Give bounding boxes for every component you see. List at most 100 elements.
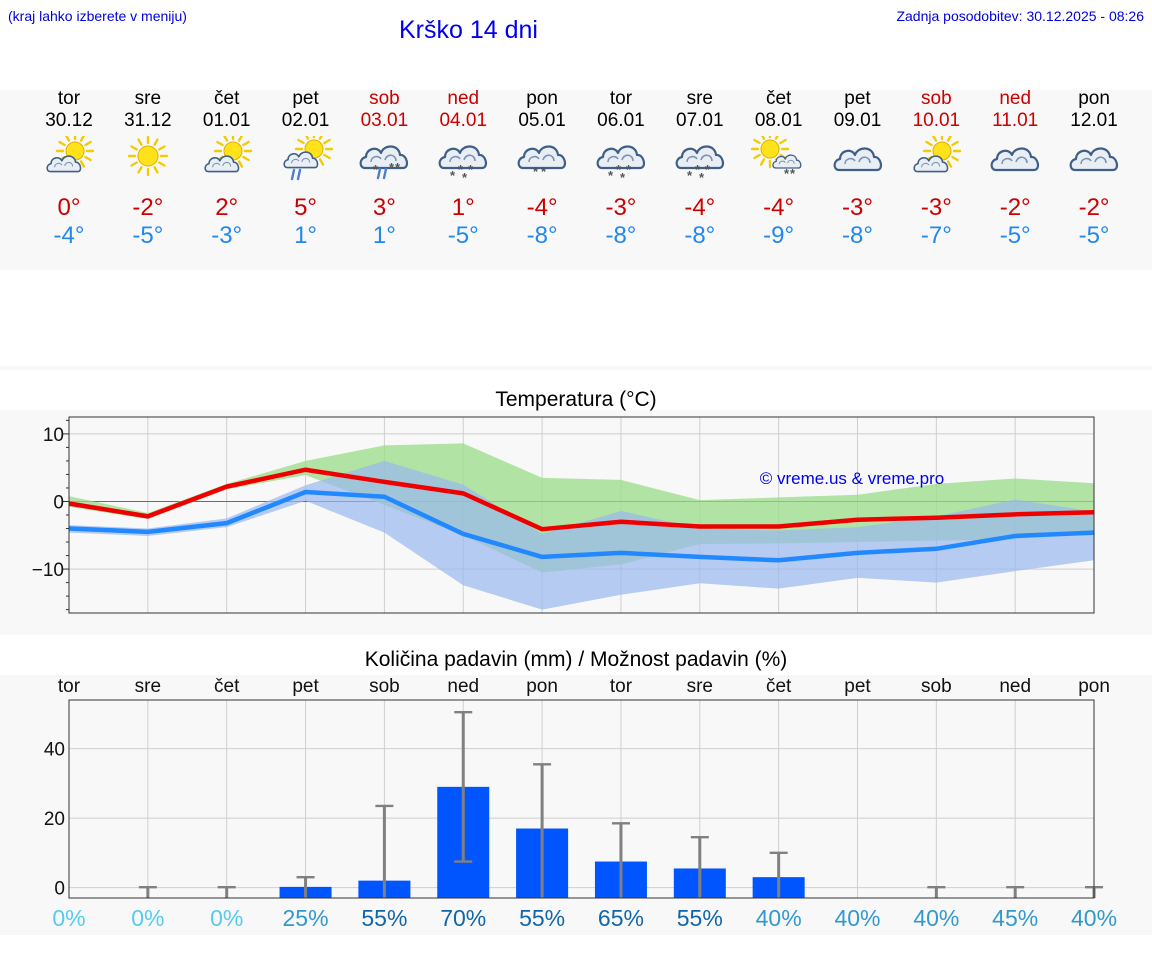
max-temperature: -3° [920, 194, 952, 221]
precip-day-label: pet [844, 676, 871, 697]
day-date: 01.01 [202, 110, 251, 131]
day-name: sob [369, 88, 400, 109]
temp-ytick-label: 0 [53, 492, 64, 513]
temp-frame [68, 416, 1095, 614]
precip-probability: 45% [992, 905, 1038, 931]
precip-probability: 55% [519, 905, 565, 931]
day-date: 07.01 [676, 110, 724, 131]
day-date: 31.12 [124, 110, 172, 131]
precip-ytick-label: 0 [54, 879, 65, 900]
day-name: ned [447, 88, 480, 109]
day-date: 09.01 [833, 110, 882, 131]
min-temperature: -5° [1078, 222, 1110, 249]
cloud-icon [990, 147, 1040, 172]
day-column: ned 11.01 -2° -5° [975, 88, 1055, 250]
max-temperature: -4° [763, 194, 795, 221]
day-date: 11.01 [992, 110, 1039, 131]
day-column: čet 08.01 * * -4° -9° [739, 88, 819, 250]
precip-probability: 40% [913, 905, 959, 931]
svg-text:*: * [687, 168, 693, 183]
day-date: 08.01 [754, 110, 803, 131]
day-column: sre 31.12 -2° -5° [108, 88, 188, 250]
precip-probability: 40% [1071, 905, 1117, 931]
day-name: sob [921, 88, 952, 109]
min-temp-line [68, 489, 1095, 563]
max-temperature: -2° [1078, 194, 1110, 221]
precip-probability: 55% [361, 905, 407, 931]
sun-cloud-rain-icon [282, 136, 333, 181]
precip-probability: 0% [210, 905, 243, 931]
max-temperature: 2° [215, 194, 239, 221]
precip-ytick-label: 40 [44, 740, 65, 761]
precip-probability: 40% [834, 905, 880, 931]
temp-ytick-label: 10 [43, 425, 64, 446]
min-temperature: -4° [53, 222, 85, 249]
day-column: čet 01.01 2° -3° [187, 88, 267, 250]
precip-probability: 0% [131, 905, 164, 931]
day-name: pon [1078, 88, 1110, 109]
partly-sunny-icon [46, 136, 95, 173]
spacer-band [0, 366, 1152, 370]
sun-cloud-snow-icon: * * [750, 136, 802, 181]
min-temperature: -8° [684, 222, 716, 249]
min-temperature: -5° [447, 222, 479, 249]
max-temperature: -3° [842, 194, 873, 221]
temp-watermark: © vreme.us & vreme.pro [760, 469, 944, 488]
day-name: sre [686, 88, 713, 109]
svg-text:*: * [620, 170, 626, 184]
min-temperature: -5° [132, 222, 164, 249]
max-temperature: -2° [132, 194, 164, 221]
partly-sunny-icon [913, 136, 962, 173]
day-column: sob 03.01 * * * 3° 1° [344, 88, 424, 250]
svg-text:*: * [373, 162, 379, 177]
precip-frame [68, 699, 1095, 899]
last-update-text: Zadnja posodobitev: 30.12.2025 - 08:26 [896, 8, 1144, 24]
min-temperature: 1° [372, 222, 396, 249]
svg-text:*: * [784, 166, 790, 181]
day-name: tor [57, 88, 81, 109]
svg-text:*: * [395, 160, 401, 175]
day-name: čet [765, 88, 792, 109]
day-name: pet [292, 88, 319, 109]
precip-probability: 40% [756, 905, 802, 931]
day-column: pet 09.01 -3° -8° [818, 88, 898, 250]
min-temperature: 1° [294, 222, 318, 249]
day-date: 10.01 [912, 110, 961, 131]
cloud-icon [833, 147, 882, 172]
svg-text:*: * [458, 162, 464, 177]
cloud-snow-icon: * *** [675, 145, 724, 184]
svg-text:*: * [616, 162, 622, 177]
precip-ytick-label: 20 [44, 809, 65, 830]
max-temperature: -2° [999, 194, 1031, 221]
location-menu-hint[interactable]: (kraj lahko izberete v meniju) [8, 8, 187, 24]
svg-text:*: * [695, 162, 701, 177]
temperature-chart-title: Temperatura (°C) [495, 388, 657, 411]
day-column: pon 12.01 -2° -5° [1054, 88, 1134, 250]
day-date: 02.01 [281, 110, 330, 131]
precip-probability: 70% [440, 905, 486, 931]
precip-day-label: pet [292, 676, 319, 697]
precip-probability: 65% [598, 905, 644, 931]
precip-day-label: ned [999, 676, 1031, 697]
day-column: ned 04.01 * * * * 1° -5° [423, 88, 503, 250]
forecast-band [0, 90, 1152, 270]
day-date: 06.01 [597, 110, 645, 131]
precip-day-label: pon [1078, 676, 1110, 697]
precip-day-label: tor [610, 676, 633, 697]
max-temperature: 5° [294, 194, 318, 221]
svg-text:*: * [790, 166, 796, 181]
day-column: pon 05.01 * * -4° -8° [502, 88, 582, 250]
svg-text:*: * [533, 164, 539, 179]
day-name: sre [134, 88, 162, 109]
precip-day-label: čet [214, 676, 240, 697]
cloud-snow-icon: * *** [596, 145, 646, 184]
precip-day-label: sre [135, 676, 161, 697]
cloud-light-snow-icon: * * [517, 145, 567, 179]
day-name: tor [609, 88, 633, 109]
precip-chart-title: Količina padavin (mm) / Možnost padavin … [364, 648, 788, 671]
cloud-snow-icon: * *** [438, 145, 488, 184]
svg-text:*: * [541, 164, 547, 179]
min-temperature: -9° [763, 222, 795, 249]
svg-text:*: * [626, 162, 632, 177]
precip-probability: 25% [283, 905, 329, 931]
